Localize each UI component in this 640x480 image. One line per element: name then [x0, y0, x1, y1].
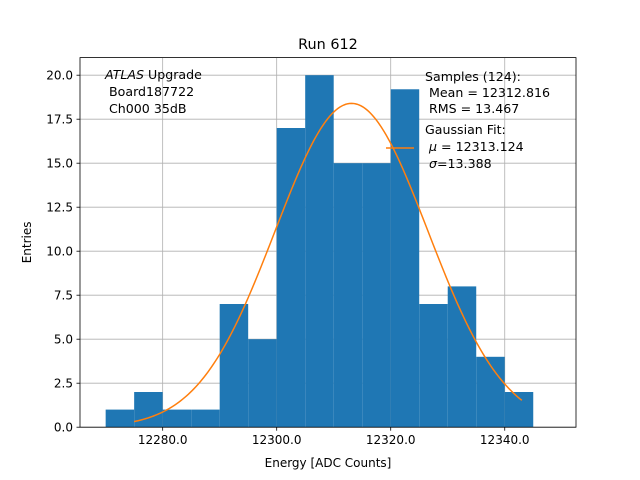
chart-title: Run 612	[298, 37, 358, 53]
legend-fit-sigma: σ=13.388	[429, 156, 492, 171]
x-tick-label-0: 12280.0	[138, 433, 188, 447]
gaussian-fit-curve	[134, 102, 523, 423]
histogram-bar-3	[191, 409, 220, 428]
y-axis-label: Entries	[20, 222, 34, 264]
histogram-bar-1	[134, 392, 163, 428]
histogram-bar-2	[162, 409, 192, 428]
annotation-line-1: ATLAS Upgrade	[104, 67, 202, 82]
detector-annotation: ATLAS Upgrade Board187722 Ch000 35dB	[104, 67, 202, 116]
legend-sigma-symbol: σ	[429, 156, 438, 171]
y-tick-label-3: 7.5	[54, 289, 73, 303]
y-tick-label-4: 10.0	[46, 245, 73, 259]
legend-sigma-value: =13.388	[437, 156, 492, 171]
histogram-bar-11	[419, 304, 448, 428]
legend-fit-mu: μ = 12313.124	[428, 139, 524, 154]
y-axis-ticks: 0.0 2.5 5.0 7.5 10.0 12.5 15.0 17.5 20.0	[46, 69, 80, 435]
x-axis-ticks: 12280.0 12300.0 12320.0 12340.0	[138, 427, 530, 447]
histogram-bar-13	[476, 356, 505, 428]
histogram-bar-0	[105, 409, 135, 428]
y-tick-label-2: 5.0	[54, 333, 73, 347]
legend: Samples (124): Mean = 12312.816 RMS = 13…	[386, 69, 550, 171]
plot-frame	[79, 57, 577, 428]
y-tick-label-0: 0.0	[54, 421, 73, 435]
x-tick-label-1: 12300.0	[252, 433, 302, 447]
y-tick-label-8: 20.0	[46, 69, 73, 83]
y-tick-label-6: 15.0	[46, 157, 73, 171]
legend-fit-title: Gaussian Fit:	[425, 122, 506, 137]
y-tick-label-1: 2.5	[54, 377, 73, 391]
histogram-bar-12	[447, 286, 477, 428]
legend-samples-rms: RMS = 13.467	[425, 101, 519, 116]
annotation-line-2: Board187722	[105, 84, 194, 99]
histogram-bar-6	[276, 128, 306, 428]
x-axis-label: Energy [ADC Counts]	[265, 456, 392, 470]
histogram-bar-4	[219, 304, 249, 428]
annotation-atlas: ATLAS	[104, 67, 144, 82]
annotation-upgrade: Upgrade	[144, 67, 202, 82]
legend-samples-title: Samples (124):	[425, 69, 521, 84]
histogram-bar-7	[305, 75, 334, 428]
histogram-bar-9	[362, 163, 391, 428]
histogram-bar-5	[248, 339, 277, 428]
histogram-bars	[105, 75, 534, 428]
histogram-bar-10	[390, 89, 420, 428]
legend-mu-value: = 12313.124	[437, 139, 524, 154]
legend-mu-symbol: μ	[428, 139, 437, 154]
annotation-line-3: Ch000 35dB	[105, 101, 186, 116]
histogram-bar-8	[333, 163, 363, 428]
legend-samples-mean: Mean = 12312.816	[425, 85, 550, 100]
x-tick-label-3: 12340.0	[480, 433, 530, 447]
x-tick-label-2: 12320.0	[366, 433, 416, 447]
y-tick-label-7: 17.5	[46, 113, 73, 127]
y-tick-label-5: 12.5	[46, 201, 73, 215]
